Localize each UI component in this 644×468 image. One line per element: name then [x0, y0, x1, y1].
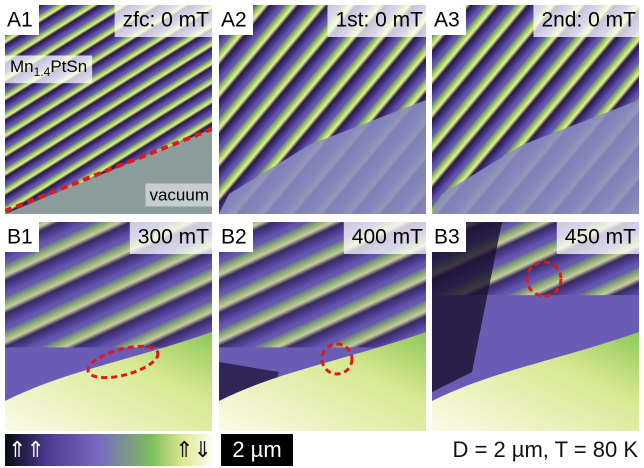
- bright-region: [219, 332, 426, 431]
- panel-image: [432, 222, 639, 431]
- material-box: [5, 55, 93, 84]
- panel-label-box: [432, 222, 466, 252]
- panel: A2 1st: 0 mT: [219, 5, 426, 214]
- field-label-box: [129, 222, 212, 254]
- field-label: 1st: 0 mT: [335, 9, 423, 32]
- panel-label: A2: [221, 9, 247, 32]
- panels: A1 zfc: 0 mT Mn1.4PtSn vacuum A2 1st: 0 mT A3 2…: [5, 5, 639, 431]
- bright-region: [432, 332, 639, 431]
- vacuum-label: vacuum: [149, 185, 209, 204]
- field-label-box: [114, 5, 212, 37]
- panel-image: [5, 222, 212, 431]
- panel-label-box: [219, 5, 253, 35]
- material-label: Mn1.4PtSn: [10, 57, 87, 79]
- marker: [320, 342, 354, 376]
- field-label-box: [343, 222, 426, 254]
- material-rest: PtSn: [50, 57, 87, 76]
- material-subscript: 1.4: [34, 65, 51, 79]
- field-label-group: 2nd: 0 mT: [533, 5, 639, 37]
- colorbar-right-label: ⇑⇓: [175, 437, 212, 462]
- vacuum-group: vacuum: [145, 183, 213, 207]
- panel-label: B1: [7, 226, 33, 249]
- field-label-group: 450 mT: [556, 222, 639, 254]
- bright-region: [5, 332, 212, 431]
- field-label-group: 300 mT: [129, 222, 212, 254]
- colorbar-left-label: ⇑⇑: [8, 437, 45, 462]
- scale-bar: [221, 434, 293, 466]
- field-label: 300 mT: [138, 226, 209, 249]
- panel: A1 zfc: 0 mT Mn1.4PtSn vacuum: [5, 5, 213, 214]
- marker: [86, 344, 160, 380]
- panel-image: [219, 222, 426, 431]
- uniform-region: [432, 100, 639, 214]
- field-label-box: [327, 5, 426, 37]
- uniform-region: [219, 100, 426, 214]
- colorbar: [5, 434, 215, 466]
- panel-label-box: [432, 5, 466, 35]
- panel-image: [5, 5, 212, 214]
- panel-label: A3: [434, 9, 460, 32]
- panel-label-box: [5, 5, 39, 35]
- field-label-box: [556, 222, 639, 254]
- vacuum-box: [145, 183, 213, 207]
- edge-line: [5, 127, 212, 213]
- panel-label-box: [219, 222, 253, 252]
- field-label-box: [533, 5, 639, 37]
- marker: [525, 260, 563, 298]
- panel: B2 400 mT: [219, 222, 426, 431]
- field-label: 450 mT: [565, 226, 636, 249]
- material-base: Mn: [10, 57, 34, 76]
- conditions: D = 2 µm, T = 80 K: [452, 437, 638, 462]
- panel-image: [432, 5, 639, 214]
- panel-label-box: [5, 222, 39, 252]
- field-label: zfc: 0 mT: [123, 9, 210, 32]
- field-label-group: 400 mT: [343, 222, 426, 254]
- material-group: Mn1.4PtSn: [5, 55, 93, 84]
- panel: B1 300 mT: [5, 222, 212, 431]
- panel-image: [219, 5, 426, 214]
- panel: A3 2nd: 0 mT: [432, 5, 639, 214]
- field-label: 400 mT: [352, 226, 423, 249]
- field-label-group: 1st: 0 mT: [327, 5, 426, 37]
- scale-bar-label: 2 µm: [232, 437, 281, 462]
- panel: B3 450 mT: [432, 222, 639, 431]
- field-label-group: zfc: 0 mT: [114, 5, 212, 37]
- panel-label: B2: [221, 226, 247, 249]
- field-label: 2nd: 0 mT: [541, 9, 636, 32]
- panel-label: B3: [434, 226, 460, 249]
- panel-label: A1: [7, 9, 33, 32]
- dark-region: [432, 222, 502, 392]
